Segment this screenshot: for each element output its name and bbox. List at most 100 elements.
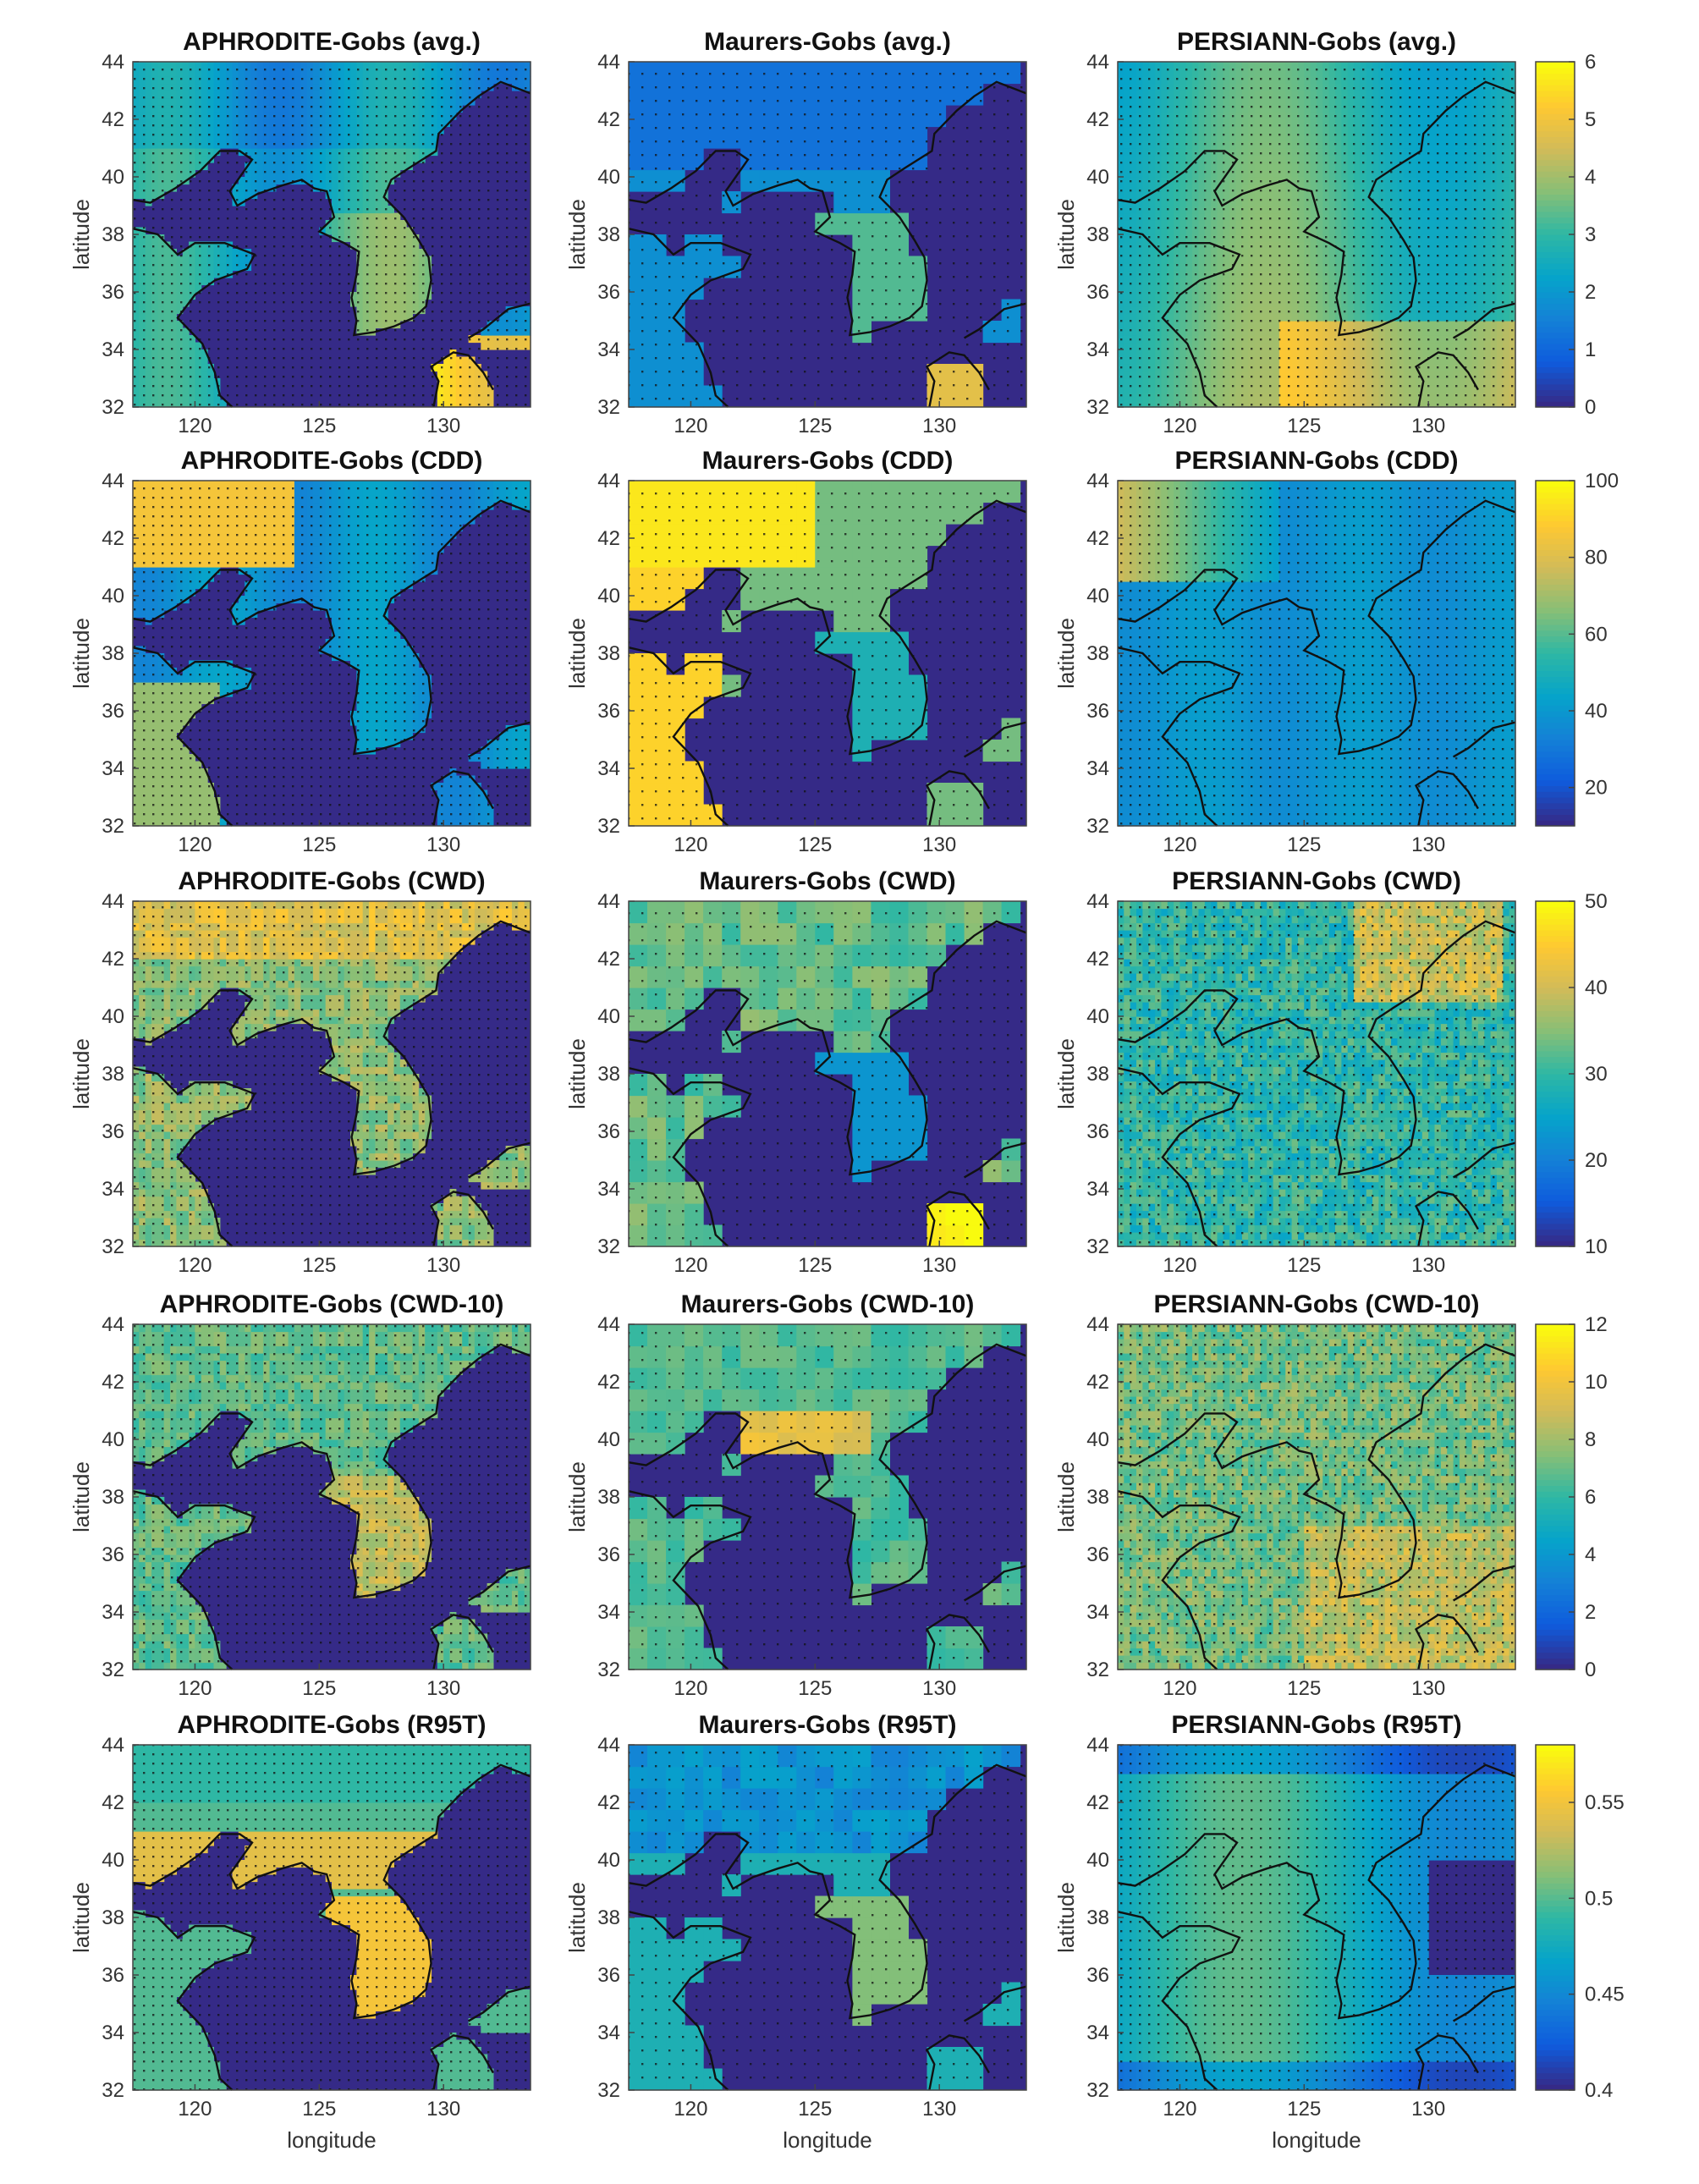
colorbar-segment <box>1536 280 1575 287</box>
y-tick-label: 44 <box>1086 51 1109 74</box>
y-tick-label: 36 <box>102 281 124 304</box>
colorbar-segment <box>1536 79 1575 85</box>
colorbar-segment <box>1536 148 1575 155</box>
x-tick-label: 125 <box>1287 415 1321 437</box>
x-tick-label: 125 <box>798 415 832 437</box>
y-tick-label: 40 <box>1086 166 1109 189</box>
colorbar-segment <box>1536 130 1575 137</box>
colorbar-segment <box>1536 268 1575 276</box>
colorbar-segment <box>1536 62 1575 69</box>
colorbar-segment <box>1536 257 1575 264</box>
colorbar-segment <box>1536 309 1575 316</box>
colorbar-segment <box>1536 153 1575 161</box>
coastline <box>925 351 990 408</box>
colorbar-segment <box>1536 119 1575 126</box>
colorbar-segment <box>1536 395 1575 402</box>
colorbar-segment <box>1536 338 1575 344</box>
colorbar-tick-label: 2 <box>1585 281 1596 304</box>
colorbar-segment <box>1536 297 1575 305</box>
coastline <box>467 302 531 339</box>
colorbar-segment <box>1536 96 1575 103</box>
significance-stipple <box>133 62 531 407</box>
x-tick-label: 130 <box>426 415 460 437</box>
colorbar-segment <box>1536 188 1575 195</box>
colorbar-segment <box>1536 245 1575 252</box>
y-tick-label: 44 <box>102 51 124 74</box>
colorbar-tick-label: 6 <box>1585 51 1596 74</box>
y-tick-label: 44 <box>597 51 620 74</box>
y-tick-label: 38 <box>1086 223 1109 246</box>
colorbar-segment <box>1536 349 1575 356</box>
colorbar-segment <box>1536 315 1575 322</box>
y-tick-label: 32 <box>1086 396 1109 419</box>
colorbar-segment <box>1536 292 1575 299</box>
panel-title: PERSIANN-Gobs (avg.) <box>1177 28 1456 56</box>
coastline <box>963 302 1027 339</box>
colorbar-segment <box>1536 142 1575 149</box>
significance-stipple <box>629 62 1026 407</box>
x-tick-label: 120 <box>674 415 707 437</box>
panel-title: APHRODITE-Gobs (avg.) <box>183 28 481 56</box>
x-tick-label: 130 <box>1411 415 1445 437</box>
colorbar-segment <box>1536 194 1575 201</box>
colorbar-tick-label: 4 <box>1585 166 1596 189</box>
x-tick-label: 125 <box>302 415 336 437</box>
y-tick-label: 34 <box>597 338 620 361</box>
colorbar-segment <box>1536 366 1575 373</box>
y-tick-label: 40 <box>102 166 124 189</box>
colorbar-segment <box>1536 200 1575 206</box>
y-tick-label: 42 <box>597 108 620 131</box>
y-tick-label: 36 <box>597 281 620 304</box>
colorbar-segment <box>1536 355 1575 362</box>
colorbar-segment <box>1536 263 1575 270</box>
colorbar-segment <box>1536 360 1575 367</box>
colorbar-segment <box>1536 102 1575 108</box>
y-tick-label: 34 <box>1086 338 1109 361</box>
panel-title: Maurers-Gobs (avg.) <box>704 28 951 56</box>
colorbar-segment <box>1536 303 1575 310</box>
y-tick-label: 38 <box>597 223 620 246</box>
colorbar-tick-label: 1 <box>1585 338 1596 361</box>
colorbar-segment <box>1536 73 1575 80</box>
colorbar-segment <box>1536 383 1575 391</box>
significance-stipple <box>1118 62 1515 407</box>
colorbar-segment <box>1536 165 1575 172</box>
colorbar-segment <box>1536 159 1575 166</box>
colorbar-segment <box>1536 234 1575 241</box>
coastline <box>628 80 1027 337</box>
colorbar-segment <box>1536 136 1575 143</box>
colorbar-segment <box>1536 91 1575 97</box>
y-tick-label: 42 <box>1086 108 1109 131</box>
x-tick-label: 120 <box>178 415 212 437</box>
colorbar-segment <box>1536 389 1575 396</box>
colorbar-segment <box>1536 124 1575 132</box>
colorbar-segment <box>1536 107 1575 114</box>
x-tick-label: 130 <box>922 415 956 437</box>
colorbar-tick-label: 5 <box>1585 108 1596 131</box>
colorbar-segment <box>1536 274 1575 281</box>
coastline <box>429 351 494 408</box>
y-axis-label: latitude <box>69 199 94 270</box>
y-tick-label: 32 <box>597 396 620 419</box>
coastline <box>628 228 752 408</box>
colorbar-segment <box>1536 332 1575 338</box>
colorbar-segment <box>1536 67 1575 74</box>
y-tick-label: 42 <box>102 108 124 131</box>
y-axis-label: latitude <box>564 199 590 270</box>
coastline <box>132 228 256 408</box>
colorbar-segment <box>1536 177 1575 184</box>
colorbar-segment <box>1536 223 1575 229</box>
y-tick-label: 40 <box>597 166 620 189</box>
colorbar-tick-label: 3 <box>1585 223 1596 246</box>
y-tick-label: 32 <box>102 396 124 419</box>
colorbar-segment <box>1536 85 1575 91</box>
colorbar-segment <box>1536 239 1575 247</box>
colorbar-segment <box>1536 321 1575 327</box>
y-tick-label: 36 <box>1086 281 1109 304</box>
x-tick-label: 120 <box>1163 415 1196 437</box>
